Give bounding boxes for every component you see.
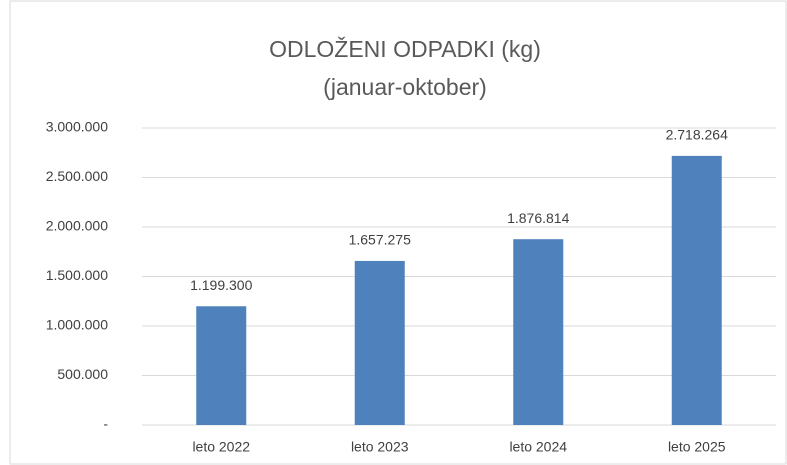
bar	[354, 260, 405, 425]
value-label: 1.657.275	[349, 232, 411, 248]
chart-subtitle: (januar-oktober)	[323, 74, 487, 100]
x-tick-label: leto 2025	[668, 439, 726, 455]
value-label: 1.199.300	[190, 277, 252, 293]
y-tick-label: 3.000.000	[46, 119, 108, 135]
bar	[513, 239, 564, 425]
x-tick-label: leto 2023	[351, 439, 409, 455]
bar	[671, 155, 722, 426]
y-tick-label: 2.000.000	[46, 218, 108, 234]
y-tick-label: 2.500.000	[46, 168, 108, 184]
x-tick-label: leto 2024	[509, 439, 567, 455]
y-tick-label: 1.000.000	[46, 317, 108, 333]
value-label: 1.876.814	[507, 210, 569, 226]
y-tick-label: 500.000	[57, 366, 108, 382]
chart-title: ODLOŽENI ODPADKI (kg)	[269, 36, 541, 62]
x-tick-label: leto 2022	[192, 439, 250, 455]
value-label: 2.718.264	[666, 127, 728, 143]
bar	[196, 306, 247, 425]
y-tick-label: -	[103, 416, 108, 432]
y-tick-label: 1.500.000	[46, 267, 108, 283]
